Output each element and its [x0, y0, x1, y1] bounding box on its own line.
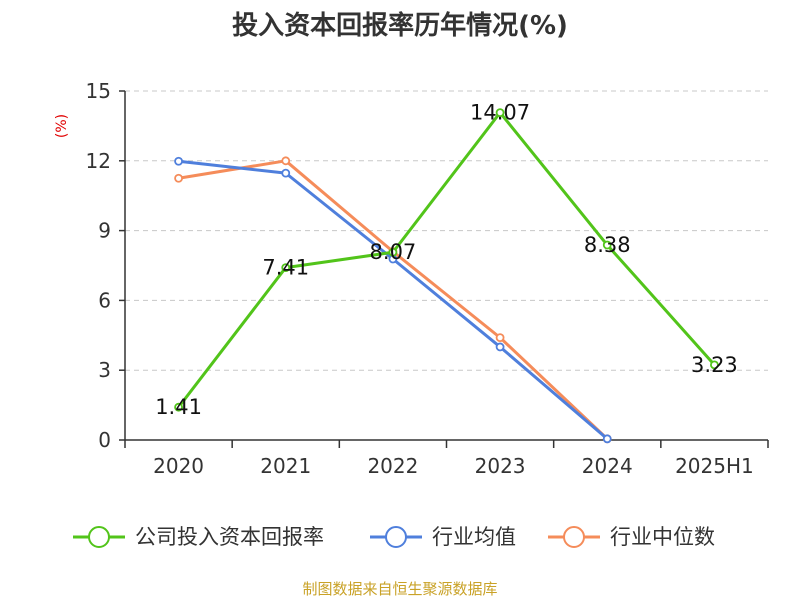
legend[interactable]: 公司投入资本回报率 行业均值 行业中位数 — [73, 525, 715, 549]
data-label: 1.41 — [155, 395, 202, 419]
data-point[interactable] — [281, 168, 291, 178]
series-line — [177, 111, 716, 409]
y-tick-label: 3 — [98, 358, 111, 382]
y-axis: 0 3 6 9 12 15 — [86, 79, 126, 452]
legend-label: 行业均值 — [432, 525, 516, 549]
data-point[interactable] — [602, 240, 612, 250]
data-label: 7.41 — [262, 256, 309, 280]
data-label: 14.07 — [470, 101, 530, 125]
chart-title: 投入资本回报率历年情况(%) — [232, 10, 568, 41]
legend-item[interactable]: 行业中位数 — [548, 525, 715, 549]
y-tick-label: 9 — [98, 219, 111, 243]
y-tick-label: 15 — [86, 79, 111, 103]
x-tick-label: 2023 — [475, 454, 526, 478]
data-point[interactable] — [495, 108, 505, 118]
data-point[interactable] — [281, 263, 291, 272]
y-tick-label: 6 — [98, 288, 111, 312]
y-tick-label: 0 — [98, 428, 111, 452]
data-label: 3.23 — [691, 353, 738, 377]
grid-lines — [125, 90, 768, 371]
legend-label: 公司投入资本回报率 — [135, 525, 324, 549]
x-tick-label: 2022 — [367, 454, 418, 478]
legend-circle-icon — [563, 526, 585, 548]
data-point[interactable] — [388, 247, 398, 257]
legend-circle-icon — [88, 526, 110, 548]
x-tick-label: 2021 — [260, 454, 311, 478]
data-point[interactable] — [710, 360, 719, 370]
data-point[interactable] — [281, 156, 291, 166]
x-tick-label: 2025H1 — [675, 454, 754, 478]
y-axis-unit: (%) — [54, 114, 70, 138]
series-lines — [174, 108, 719, 444]
x-axis: 2020 2021 2022 2023 2024 2025H1 — [124, 439, 769, 478]
data-label: 8.38 — [584, 233, 631, 257]
legend-item[interactable]: 行业均值 — [370, 525, 516, 549]
data-point[interactable] — [174, 402, 183, 412]
series-line — [178, 159, 609, 440]
data-point[interactable] — [174, 156, 183, 166]
data-label: 8.07 — [370, 240, 417, 264]
data-point[interactable] — [602, 434, 612, 444]
legend-circle-icon — [385, 526, 407, 548]
data-labels: 1.41 7.41 8.07 14.07 8.38 3.23 — [155, 101, 738, 420]
x-tick-label: 2024 — [582, 454, 633, 478]
y-tick-label: 12 — [86, 149, 111, 173]
x-tick-label: 2020 — [153, 454, 204, 478]
data-point[interactable] — [495, 342, 505, 352]
legend-item[interactable]: 公司投入资本回报率 — [73, 525, 324, 549]
data-point[interactable] — [174, 173, 183, 183]
legend-label: 行业中位数 — [610, 525, 715, 549]
data-source-note: 制图数据来自恒生聚源数据库 — [302, 580, 497, 598]
data-point[interactable] — [495, 333, 505, 343]
